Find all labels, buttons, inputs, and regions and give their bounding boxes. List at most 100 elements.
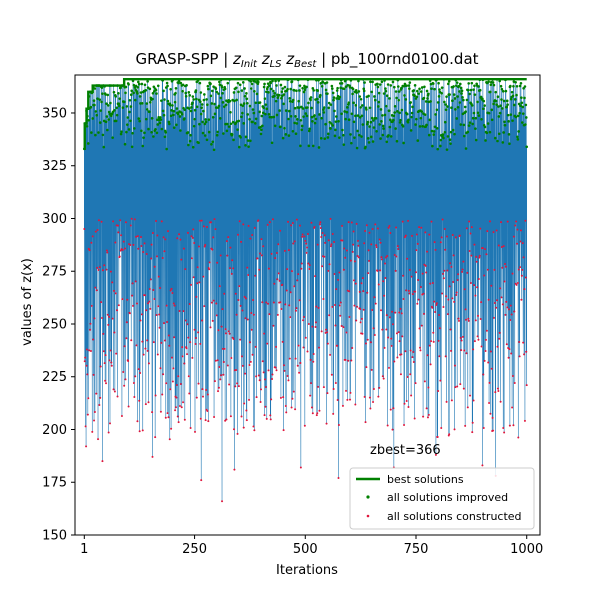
legend-label: all solutions constructed — [387, 510, 522, 523]
constructed-point — [88, 349, 91, 352]
improved-point — [350, 141, 353, 145]
improved-point — [319, 82, 323, 85]
constructed-point — [158, 326, 161, 329]
constructed-point — [305, 251, 308, 254]
constructed-point — [395, 226, 398, 229]
improved-point — [143, 131, 146, 135]
constructed-point — [349, 259, 352, 262]
improved-point — [163, 98, 166, 101]
improved-point — [174, 87, 178, 90]
constructed-point — [511, 272, 514, 275]
improved-point — [131, 131, 134, 135]
improved-point — [245, 102, 249, 105]
improved-point — [168, 122, 171, 126]
improved-point — [402, 141, 405, 145]
constructed-point — [279, 229, 282, 232]
constructed-point — [451, 234, 454, 237]
constructed-point — [446, 313, 449, 316]
improved-point — [250, 82, 254, 86]
constructed-point — [412, 360, 415, 363]
constructed-point — [325, 331, 328, 334]
improved-point — [363, 81, 366, 84]
constructed-point — [511, 406, 514, 409]
constructed-point — [97, 268, 100, 271]
constructed-point — [188, 303, 191, 306]
improved-point — [207, 130, 211, 134]
improved-point — [420, 90, 423, 93]
constructed-point — [164, 416, 167, 419]
constructed-point — [152, 341, 155, 344]
constructed-point — [183, 362, 186, 365]
improved-point — [326, 92, 329, 95]
improved-point — [476, 111, 480, 115]
improved-point — [498, 111, 502, 115]
improved-point — [145, 108, 149, 111]
improved-point — [481, 97, 484, 101]
constructed-point — [514, 224, 517, 227]
constructed-point — [323, 234, 326, 237]
improved-point — [190, 106, 193, 109]
improved-point — [503, 123, 507, 127]
improved-point — [159, 116, 162, 119]
improved-point — [360, 114, 364, 118]
improved-point — [242, 102, 246, 105]
improved-point — [356, 129, 359, 133]
improved-point — [162, 113, 166, 117]
constructed-point — [507, 347, 510, 350]
improved-point — [465, 98, 469, 102]
improved-point — [343, 110, 347, 113]
constructed-point — [287, 220, 290, 223]
improved-point — [112, 90, 116, 94]
improved-point — [272, 115, 276, 119]
improved-point — [249, 87, 253, 90]
improved-point — [367, 141, 371, 144]
constructed-point — [190, 235, 193, 238]
constructed-point — [217, 386, 220, 389]
constructed-point — [488, 402, 491, 405]
improved-point — [211, 140, 215, 144]
constructed-point — [211, 319, 214, 322]
improved-point — [407, 84, 411, 87]
constructed-point — [281, 283, 284, 286]
constructed-point — [323, 255, 326, 258]
improved-point — [244, 135, 248, 139]
improved-point — [355, 146, 359, 150]
improved-point — [242, 122, 246, 125]
constructed-point — [385, 328, 388, 331]
constructed-point — [89, 328, 92, 331]
improved-point — [130, 145, 134, 149]
constructed-point — [417, 298, 420, 301]
improved-point — [244, 144, 247, 147]
constructed-point — [353, 304, 356, 307]
constructed-point — [322, 298, 325, 301]
constructed-point — [251, 353, 254, 356]
improved-point — [161, 109, 165, 113]
constructed-point — [473, 284, 476, 287]
constructed-point — [263, 332, 266, 335]
constructed-point — [457, 273, 460, 276]
improved-point — [334, 115, 338, 118]
constructed-point — [295, 218, 298, 221]
constructed-point — [209, 221, 212, 224]
improved-point — [232, 138, 235, 142]
improved-point — [222, 105, 226, 108]
constructed-point — [282, 429, 285, 432]
constructed-point — [412, 351, 415, 354]
constructed-point — [477, 314, 479, 317]
improved-point — [199, 100, 202, 103]
improved-point — [520, 101, 524, 105]
constructed-point — [329, 245, 332, 248]
improved-point — [439, 138, 443, 142]
improved-point — [474, 138, 478, 142]
constructed-point — [194, 337, 197, 340]
improved-point — [230, 133, 234, 136]
constructed-point — [420, 226, 423, 229]
improved-point — [362, 89, 366, 93]
constructed-point — [435, 302, 438, 305]
improved-point — [126, 116, 129, 119]
improved-point — [241, 104, 245, 108]
constructed-point — [252, 425, 255, 428]
constructed-point — [156, 353, 159, 356]
y-tick-label: 275 — [42, 265, 67, 280]
